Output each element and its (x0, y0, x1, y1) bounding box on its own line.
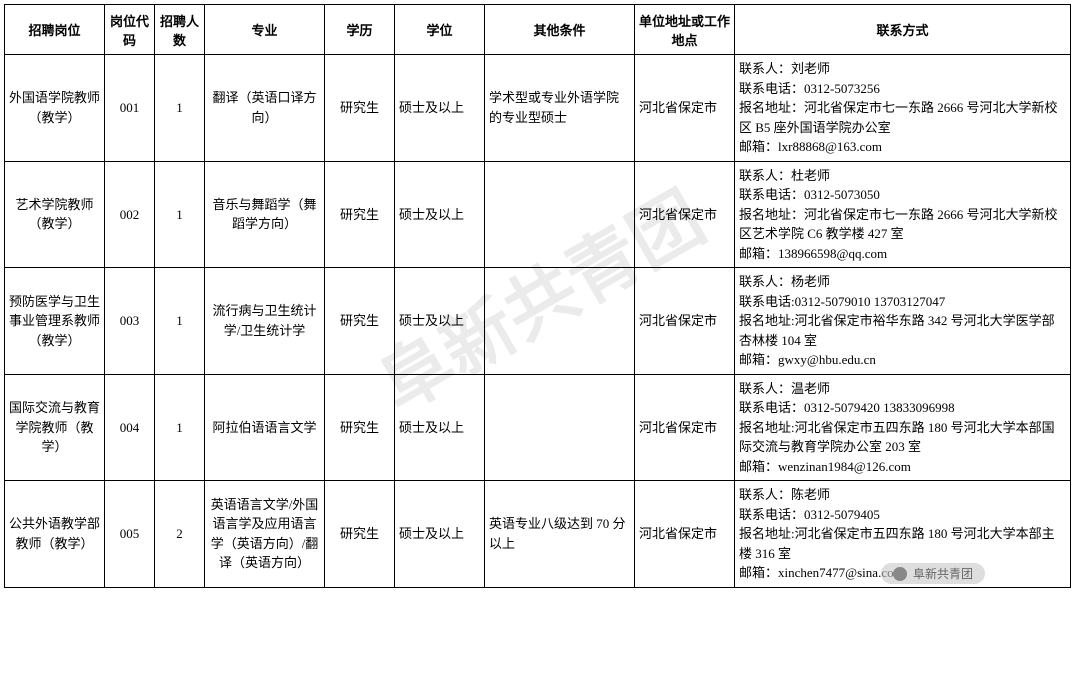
table-row: 国际交流与教育学院教师（教学）0041阿拉伯语语言文学研究生硕士及以上 河北省保定… (5, 374, 1071, 481)
cell-other (485, 268, 635, 375)
contact-email: 邮箱：wenzinan1984@126.com (739, 457, 1067, 477)
cell-degree: 硕士及以上 (395, 268, 485, 375)
cell-contact: 联系人：温老师联系电话：0312-5079420 13833096998报名地址… (735, 374, 1071, 481)
cell-count: 1 (155, 55, 205, 162)
cell-degree: 硕士及以上 (395, 55, 485, 162)
cell-major: 流行病与卫生统计学/卫生统计学 (205, 268, 325, 375)
contact-email: 邮箱：138966598@qq.com (739, 244, 1067, 264)
contact-person: 联系人：刘老师 (739, 59, 1067, 79)
header-position: 招聘岗位 (5, 5, 105, 55)
cell-code: 002 (105, 161, 155, 268)
cell-position: 公共外语教学部教师（教学） (5, 481, 105, 588)
cell-count: 2 (155, 481, 205, 588)
cell-position: 国际交流与教育学院教师（教学） (5, 374, 105, 481)
cell-code: 004 (105, 374, 155, 481)
header-code: 岗位代码 (105, 5, 155, 55)
cell-major: 英语语言文学/外国语言学及应用语言学（英语方向）/翻译（英语方向） (205, 481, 325, 588)
contact-person: 联系人：杜老师 (739, 166, 1067, 186)
recruitment-table: 招聘岗位 岗位代码 招聘人数 专业 学历 学位 其他条件 单位地址或工作地点 联… (4, 4, 1071, 588)
cell-contact: 联系人：杨老师联系电话:0312-5079010 13703127047报名地址… (735, 268, 1071, 375)
cell-code: 003 (105, 268, 155, 375)
cell-edu: 研究生 (325, 268, 395, 375)
cell-contact: 联系人：杜老师联系电话：0312-5073050报名地址：河北省保定市七一东路 … (735, 161, 1071, 268)
contact-phone: 联系电话：0312-5073050 (739, 185, 1067, 205)
contact-person: 联系人：杨老师 (739, 272, 1067, 292)
cell-edu: 研究生 (325, 481, 395, 588)
cell-code: 001 (105, 55, 155, 162)
contact-address: 报名地址:河北省保定市裕华东路 342 号河北大学医学部杏林楼 104 室 (739, 311, 1067, 350)
contact-phone: 联系电话：0312-5073256 (739, 79, 1067, 99)
contact-phone: 联系电话：0312-5079405 (739, 505, 1067, 525)
table-header-row: 招聘岗位 岗位代码 招聘人数 专业 学历 学位 其他条件 单位地址或工作地点 联… (5, 5, 1071, 55)
header-contact: 联系方式 (735, 5, 1071, 55)
contact-person: 联系人：温老师 (739, 379, 1067, 399)
cell-degree: 硕士及以上 (395, 481, 485, 588)
footer-source-badge: 阜新共青团 (881, 563, 985, 584)
contact-address: 报名地址:河北省保定市五四东路 180 号河北大学本部国际交流与教育学院办公室 … (739, 418, 1067, 457)
cell-major: 翻译（英语口译方向） (205, 55, 325, 162)
contact-phone: 联系电话：0312-5079420 13833096998 (739, 398, 1067, 418)
cell-edu: 研究生 (325, 161, 395, 268)
cell-other: 英语专业八级达到 70 分以上 (485, 481, 635, 588)
cell-degree: 硕士及以上 (395, 374, 485, 481)
cell-code: 005 (105, 481, 155, 588)
header-major: 专业 (205, 5, 325, 55)
cell-contact: 联系人：刘老师联系电话：0312-5073256报名地址：河北省保定市七一东路 … (735, 55, 1071, 162)
cell-count: 1 (155, 268, 205, 375)
cell-other: 学术型或专业外语学院的专业型硕士 (485, 55, 635, 162)
cell-location: 河北省保定市 (635, 374, 735, 481)
cell-major: 音乐与舞蹈学（舞蹈学方向） (205, 161, 325, 268)
header-degree: 学位 (395, 5, 485, 55)
contact-email: 邮箱：lxr88868@163.com (739, 137, 1067, 157)
cell-count: 1 (155, 161, 205, 268)
header-count: 招聘人数 (155, 5, 205, 55)
header-location: 单位地址或工作地点 (635, 5, 735, 55)
contact-address: 报名地址:河北省保定市五四东路 180 号河北大学本部主楼 316 室 (739, 524, 1067, 563)
cell-location: 河北省保定市 (635, 55, 735, 162)
contact-phone: 联系电话:0312-5079010 13703127047 (739, 292, 1067, 312)
cell-major: 阿拉伯语语言文学 (205, 374, 325, 481)
cell-location: 河北省保定市 (635, 268, 735, 375)
table-row: 外国语学院教师（教学）0011翻译（英语口译方向）研究生硕士及以上学术型或专业外… (5, 55, 1071, 162)
table-body: 外国语学院教师（教学）0011翻译（英语口译方向）研究生硕士及以上学术型或专业外… (5, 55, 1071, 588)
cell-position: 外国语学院教师（教学） (5, 55, 105, 162)
contact-email: 邮箱：gwxy@hbu.edu.cn (739, 350, 1067, 370)
contact-address: 报名地址：河北省保定市七一东路 2666 号河北大学新校区艺术学院 C6 教学楼… (739, 205, 1067, 244)
cell-degree: 硕士及以上 (395, 161, 485, 268)
header-edu: 学历 (325, 5, 395, 55)
cell-count: 1 (155, 374, 205, 481)
cell-other (485, 374, 635, 481)
cell-position: 艺术学院教师（教学） (5, 161, 105, 268)
cell-location: 河北省保定市 (635, 161, 735, 268)
cell-location: 河北省保定市 (635, 481, 735, 588)
table-row: 艺术学院教师（教学）0021音乐与舞蹈学（舞蹈学方向）研究生硕士及以上 河北省保定… (5, 161, 1071, 268)
cell-edu: 研究生 (325, 374, 395, 481)
cell-position: 预防医学与卫生事业管理系教师（教学） (5, 268, 105, 375)
contact-person: 联系人：陈老师 (739, 485, 1067, 505)
cell-edu: 研究生 (325, 55, 395, 162)
contact-address: 报名地址：河北省保定市七一东路 2666 号河北大学新校区 B5 座外国语学院办… (739, 98, 1067, 137)
table-row: 预防医学与卫生事业管理系教师（教学）0031流行病与卫生统计学/卫生统计学研究生… (5, 268, 1071, 375)
cell-other (485, 161, 635, 268)
header-other: 其他条件 (485, 5, 635, 55)
